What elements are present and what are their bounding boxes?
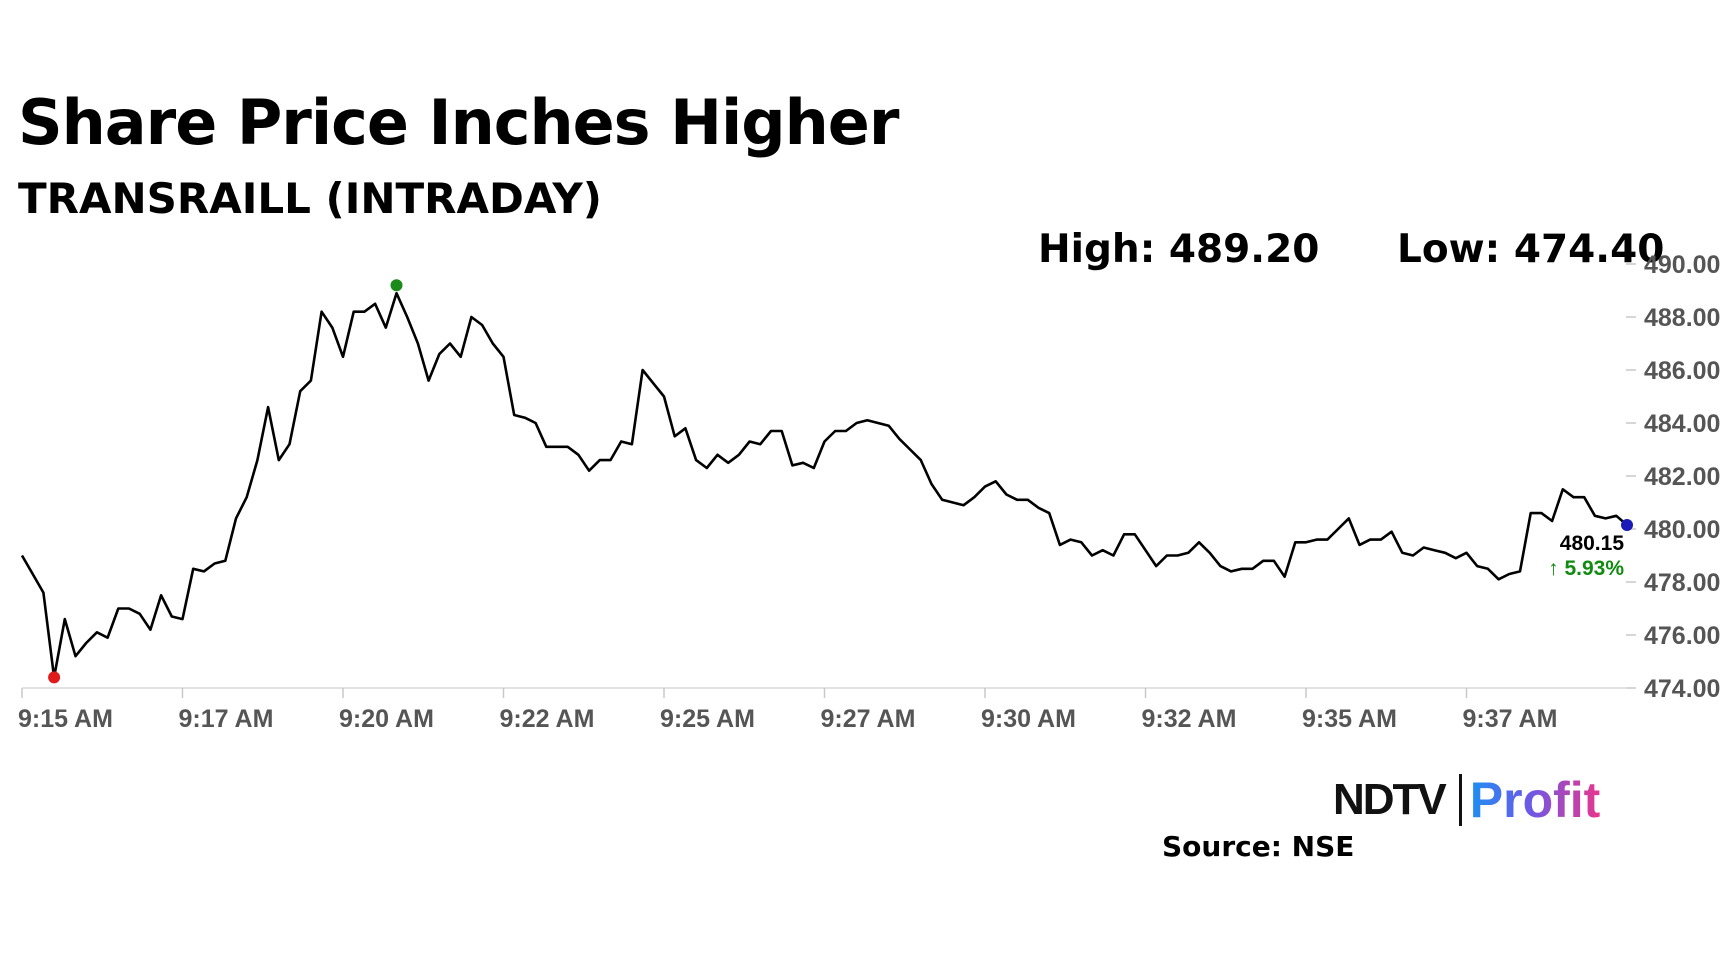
- logo-divider: [1458, 774, 1462, 826]
- y-tick-label: 488.00: [1644, 304, 1720, 332]
- x-axis: 9:15 AM 9:17 AM 9:20 AM 9:22 AM 9:25 AM 9:27 …: [18, 687, 1626, 733]
- last-change-label: ↑ 5.93%: [1548, 557, 1624, 580]
- x-tick-label: 9:30 AM: [981, 705, 1076, 733]
- high-stat: High: 489.20: [1038, 227, 1320, 272]
- y-tick-label: 480.00: [1644, 516, 1720, 544]
- x-tick-label: 9:27 AM: [821, 705, 916, 733]
- low-stat: Low: 474.40: [1397, 227, 1665, 272]
- low-point-marker: [48, 671, 61, 684]
- x-tick-label: 9:32 AM: [1142, 705, 1237, 733]
- x-tick-label: 9:17 AM: [179, 705, 274, 733]
- y-tick-label: 476.00: [1644, 622, 1720, 650]
- logo-ndtv-text: NDTV: [1333, 775, 1447, 824]
- source-note: Source: NSE: [1162, 830, 1355, 863]
- logo-profit-text: Profit: [1469, 772, 1601, 828]
- y-tick-label: 482.00: [1644, 463, 1720, 491]
- x-tick-label: 9:22 AM: [500, 705, 595, 733]
- high-point-marker: [390, 279, 403, 292]
- ndtv-profit-logo: NDTV Profit: [1333, 772, 1600, 828]
- x-tick-label: 9:20 AM: [339, 705, 434, 733]
- x-tick-label: 9:35 AM: [1302, 705, 1397, 733]
- y-tick-label: 478.00: [1644, 569, 1720, 597]
- page-title: Share Price Inches Higher: [18, 86, 899, 159]
- last-price-label: 480.15: [1560, 532, 1625, 555]
- y-axis: 474.00 476.00 478.00 480.00 482.00 484.00 486.…: [1626, 251, 1720, 703]
- y-tick-label: 484.00: [1644, 410, 1720, 438]
- y-tick-label: 474.00: [1644, 675, 1720, 703]
- last-point-marker: [1621, 519, 1633, 532]
- page-subtitle: TRANSRAILL (INTRADAY): [18, 174, 602, 223]
- price-line-series: [20, 291, 1628, 679]
- x-tick-label: 9:37 AM: [1463, 705, 1558, 733]
- x-tick-label: 9:25 AM: [660, 705, 755, 733]
- x-tick-label: 9:15 AM: [18, 705, 113, 733]
- y-tick-label: 490.00: [1644, 251, 1720, 279]
- y-tick-label: 486.00: [1644, 357, 1720, 385]
